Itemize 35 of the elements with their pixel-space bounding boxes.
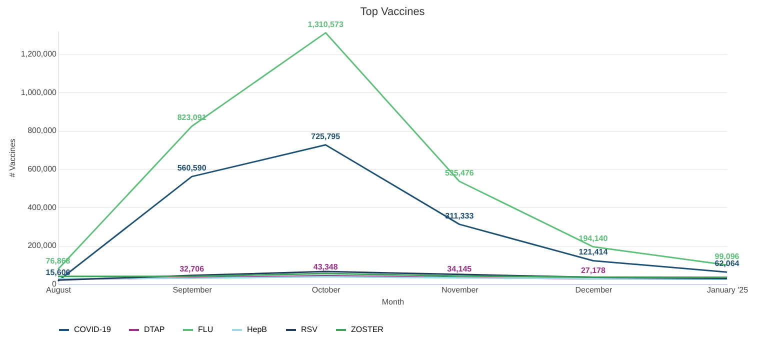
y-tick-label: 800,000 xyxy=(28,126,58,136)
y-tick-label: 400,000 xyxy=(28,202,58,212)
data-label: 27,178 xyxy=(580,266,606,275)
legend-label: DTAP xyxy=(144,325,165,334)
data-label: 99,096 xyxy=(714,252,740,262)
data-label: 32,706 xyxy=(180,264,205,274)
x-axis-title: Month xyxy=(382,298,404,306)
y-tick-label: 1,200,000 xyxy=(20,50,58,58)
legend-label: RSV xyxy=(301,325,318,334)
data-label: 560,590 xyxy=(177,164,207,173)
x-tick-label: November xyxy=(441,286,479,294)
data-label: 1,310,573 xyxy=(308,20,344,29)
chart-title: Top Vaccines xyxy=(360,6,426,18)
x-tick-label: January '25 xyxy=(706,286,749,294)
x-tick-label: October xyxy=(312,286,341,294)
y-axis-title: # Vaccines xyxy=(8,138,17,178)
legend-label: FLU xyxy=(198,325,214,334)
legend-label: ZOSTER xyxy=(351,325,384,334)
x-tick-label: September xyxy=(172,286,212,294)
data-label: 43,348 xyxy=(313,262,338,272)
data-label: 121,414 xyxy=(578,248,608,257)
legend-label: COVID-19 xyxy=(74,325,112,334)
data-label: 34,145 xyxy=(447,264,472,274)
y-tick-label: 1,000,000 xyxy=(20,88,58,97)
data-label: 15,606 xyxy=(46,268,71,278)
data-label: 62,064 xyxy=(714,259,740,268)
y-tick-label: 600,000 xyxy=(28,164,58,174)
x-tick-label: December xyxy=(575,286,612,294)
legend-label: HepB xyxy=(247,325,268,334)
data-label: 194,140 xyxy=(578,234,608,243)
x-tick-label: August xyxy=(46,286,72,294)
y-tick-label: 0 xyxy=(52,280,58,288)
y-tick-label: 200,000 xyxy=(28,241,58,250)
data-label: 311,333 xyxy=(445,211,474,220)
data-label: 725,795 xyxy=(311,132,341,141)
